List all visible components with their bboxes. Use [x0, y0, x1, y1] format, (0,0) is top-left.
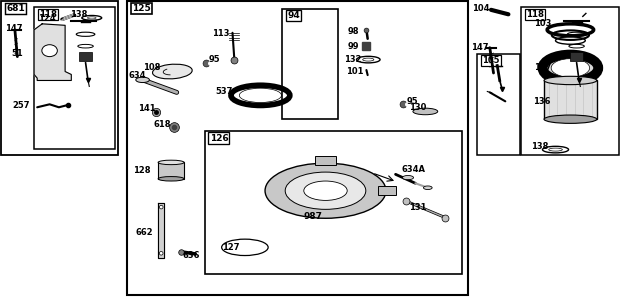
Text: 108: 108 [143, 63, 160, 72]
Text: 618: 618 [154, 120, 171, 129]
Ellipse shape [158, 176, 184, 181]
Bar [127, 1, 468, 295]
Text: 128: 128 [133, 166, 151, 175]
Text: 101: 101 [346, 67, 363, 76]
Text: 127: 127 [222, 243, 239, 252]
Ellipse shape [265, 163, 386, 218]
Text: 124: 124 [38, 14, 56, 23]
Ellipse shape [304, 181, 347, 200]
Bar [315, 156, 336, 165]
Text: 138: 138 [531, 142, 548, 151]
Ellipse shape [423, 186, 432, 190]
Text: 118: 118 [526, 10, 544, 19]
Ellipse shape [285, 172, 366, 209]
Text: 125: 125 [132, 4, 151, 13]
Bar [378, 186, 396, 195]
Text: 95: 95 [407, 97, 419, 106]
Ellipse shape [544, 115, 596, 123]
Text: 95: 95 [209, 55, 221, 64]
Ellipse shape [159, 252, 163, 255]
Text: 147: 147 [5, 24, 22, 33]
Bar [79, 52, 92, 61]
Ellipse shape [153, 64, 192, 79]
Ellipse shape [159, 205, 163, 209]
Text: 113: 113 [212, 29, 229, 38]
Polygon shape [34, 24, 71, 80]
Ellipse shape [544, 76, 596, 85]
Text: 51: 51 [11, 49, 23, 58]
Text: 105: 105 [482, 56, 500, 65]
Text: 137: 137 [534, 63, 552, 72]
Bar [1, 1, 118, 155]
Text: 103: 103 [534, 19, 552, 28]
Ellipse shape [222, 239, 268, 255]
Ellipse shape [413, 108, 438, 115]
Text: 136: 136 [533, 97, 551, 106]
Ellipse shape [542, 55, 598, 81]
Text: 537: 537 [216, 87, 233, 96]
Ellipse shape [136, 77, 149, 83]
Text: 662: 662 [135, 228, 153, 237]
Ellipse shape [402, 176, 414, 180]
Bar [544, 80, 597, 119]
Text: 634: 634 [128, 72, 146, 80]
Bar [34, 7, 115, 149]
Bar [158, 162, 184, 179]
Text: 99: 99 [347, 42, 359, 51]
Text: 681: 681 [6, 4, 25, 13]
Text: 118: 118 [39, 10, 57, 19]
Ellipse shape [158, 160, 184, 164]
Text: 147: 147 [471, 43, 489, 52]
Text: 138: 138 [70, 10, 87, 19]
Text: 987: 987 [304, 212, 323, 221]
Ellipse shape [551, 59, 590, 77]
Text: 636: 636 [182, 251, 200, 260]
Text: 131: 131 [409, 203, 427, 212]
Polygon shape [158, 203, 164, 258]
Bar [205, 131, 462, 274]
Bar [570, 52, 583, 61]
Ellipse shape [42, 45, 57, 57]
Text: 141: 141 [138, 104, 155, 113]
Bar [521, 7, 619, 155]
Text: 98: 98 [347, 27, 359, 36]
Bar [477, 54, 520, 155]
Text: eReplacementParts.com: eReplacementParts.com [232, 144, 360, 154]
Text: 132: 132 [344, 55, 361, 64]
Text: 94: 94 [287, 11, 300, 20]
Bar [282, 9, 338, 119]
Text: 257: 257 [12, 101, 30, 110]
Text: 130: 130 [409, 103, 427, 112]
Text: 126: 126 [210, 134, 228, 142]
Text: 104: 104 [472, 4, 490, 13]
Text: 634A: 634A [402, 165, 426, 174]
